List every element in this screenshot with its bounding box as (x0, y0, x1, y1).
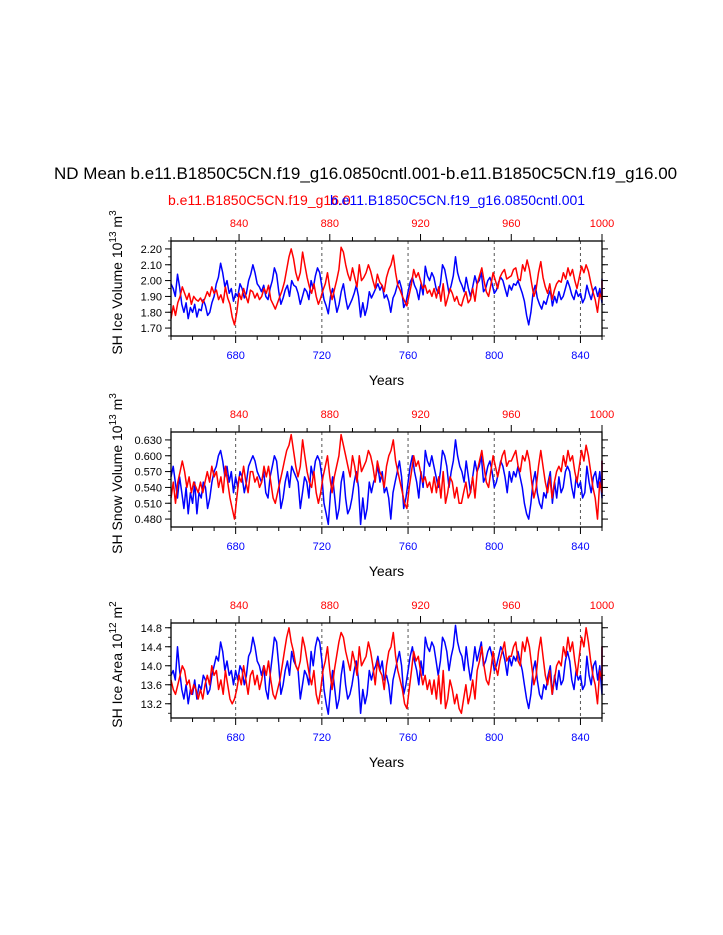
y-axis-label-part: m (109, 607, 125, 623)
y-axis-label-part: 2 (108, 601, 119, 607)
y-axis-label-part: 13 (108, 414, 119, 426)
x-bottom-tick-label: 760 (399, 541, 417, 553)
y-tick-label: 2.10 (141, 260, 162, 272)
series-blue-line (170, 256, 603, 326)
y-axis-label-part: m (109, 399, 125, 415)
series-blue-line (170, 439, 603, 526)
series-red-line (170, 246, 603, 326)
x-top-tick-label: 880 (321, 600, 339, 612)
y-axis-label-part: 13 (108, 231, 119, 243)
y-axis-label-part: 12 (108, 622, 119, 634)
y-axis-label: SH Ice Volume 1013 m3 (108, 210, 125, 355)
y-tick-label: 0.600 (134, 451, 162, 463)
series-blue-line (170, 624, 603, 715)
y-axis-label-part: m (109, 216, 125, 232)
y-axis-label-part: 3 (108, 210, 119, 216)
x-top-tick-label: 1000 (590, 218, 614, 230)
x-bottom-tick-label: 720 (313, 732, 331, 744)
x-bottom-tick-label: 680 (226, 350, 244, 362)
x-top-tick-label: 960 (502, 409, 520, 421)
y-tick-label: 0.510 (134, 498, 162, 510)
y-tick-label: 1.90 (141, 291, 162, 303)
y-tick-label: 0.570 (134, 467, 162, 479)
x-bottom-tick-label: 800 (485, 350, 503, 362)
series-red-line (170, 433, 603, 520)
x-top-tick-label: 1000 (590, 600, 614, 612)
y-tick-label: 14.4 (141, 642, 162, 654)
y-tick-label: 1.80 (141, 307, 162, 319)
x-axis-label: Years (369, 754, 404, 770)
y-tick-label: 0.540 (134, 482, 162, 494)
x-top-tick-label: 880 (321, 409, 339, 421)
y-axis-label-part: SH Ice Area 10 (109, 633, 125, 727)
x-top-tick-label: 960 (502, 218, 520, 230)
y-tick-label: 1.70 (141, 323, 162, 335)
legend-red-label: b.e11.B1850C5CN.f19_g16.0 (168, 192, 351, 208)
x-bottom-tick-label: 720 (313, 541, 331, 553)
x-top-tick-label: 840 (230, 218, 248, 230)
y-axis-label-part: SH Snow Volume 10 (109, 425, 125, 554)
y-tick-label: 2.20 (141, 244, 162, 256)
y-axis-label: SH Ice Area 1012 m2 (108, 601, 125, 728)
legend-blue-label: b.e11.B1850C5CN.f19_g16.0850cntl.001 (330, 192, 586, 208)
y-tick-label: 0.630 (134, 435, 162, 447)
x-top-tick-label: 840 (230, 600, 248, 612)
y-axis-label-part: SH Ice Volume 10 (109, 242, 125, 354)
x-bottom-tick-label: 760 (399, 350, 417, 362)
x-top-tick-label: 880 (321, 218, 339, 230)
x-top-tick-label: 960 (502, 600, 520, 612)
x-bottom-tick-label: 800 (485, 541, 503, 553)
x-top-tick-label: 920 (411, 409, 429, 421)
series-red-line (170, 627, 603, 715)
x-axis-label: Years (369, 372, 404, 388)
x-bottom-tick-label: 680 (226, 541, 244, 553)
y-axis-label: SH Snow Volume 1013 m3 (108, 393, 125, 554)
y-tick-label: 14.0 (141, 661, 162, 673)
x-top-tick-label: 920 (411, 600, 429, 612)
y-tick-label: 2.00 (141, 276, 162, 288)
y-tick-label: 13.6 (141, 680, 162, 692)
figure-title: ND Mean b.e11.B1850C5CN.f19_g16.0850cntl… (54, 164, 678, 183)
x-bottom-tick-label: 680 (226, 732, 244, 744)
x-bottom-tick-label: 840 (571, 541, 589, 553)
x-bottom-tick-label: 800 (485, 732, 503, 744)
x-bottom-tick-label: 760 (399, 732, 417, 744)
x-axis-label: Years (369, 563, 404, 579)
x-top-tick-label: 840 (230, 409, 248, 421)
x-top-tick-label: 1000 (590, 409, 614, 421)
y-axis-label-part: 3 (108, 393, 119, 399)
x-top-tick-label: 920 (411, 218, 429, 230)
x-bottom-tick-label: 840 (571, 732, 589, 744)
y-tick-label: 13.2 (141, 699, 162, 711)
y-tick-label: 14.8 (141, 623, 162, 635)
x-bottom-tick-label: 840 (571, 350, 589, 362)
y-tick-label: 0.480 (134, 514, 162, 526)
x-bottom-tick-label: 720 (313, 350, 331, 362)
